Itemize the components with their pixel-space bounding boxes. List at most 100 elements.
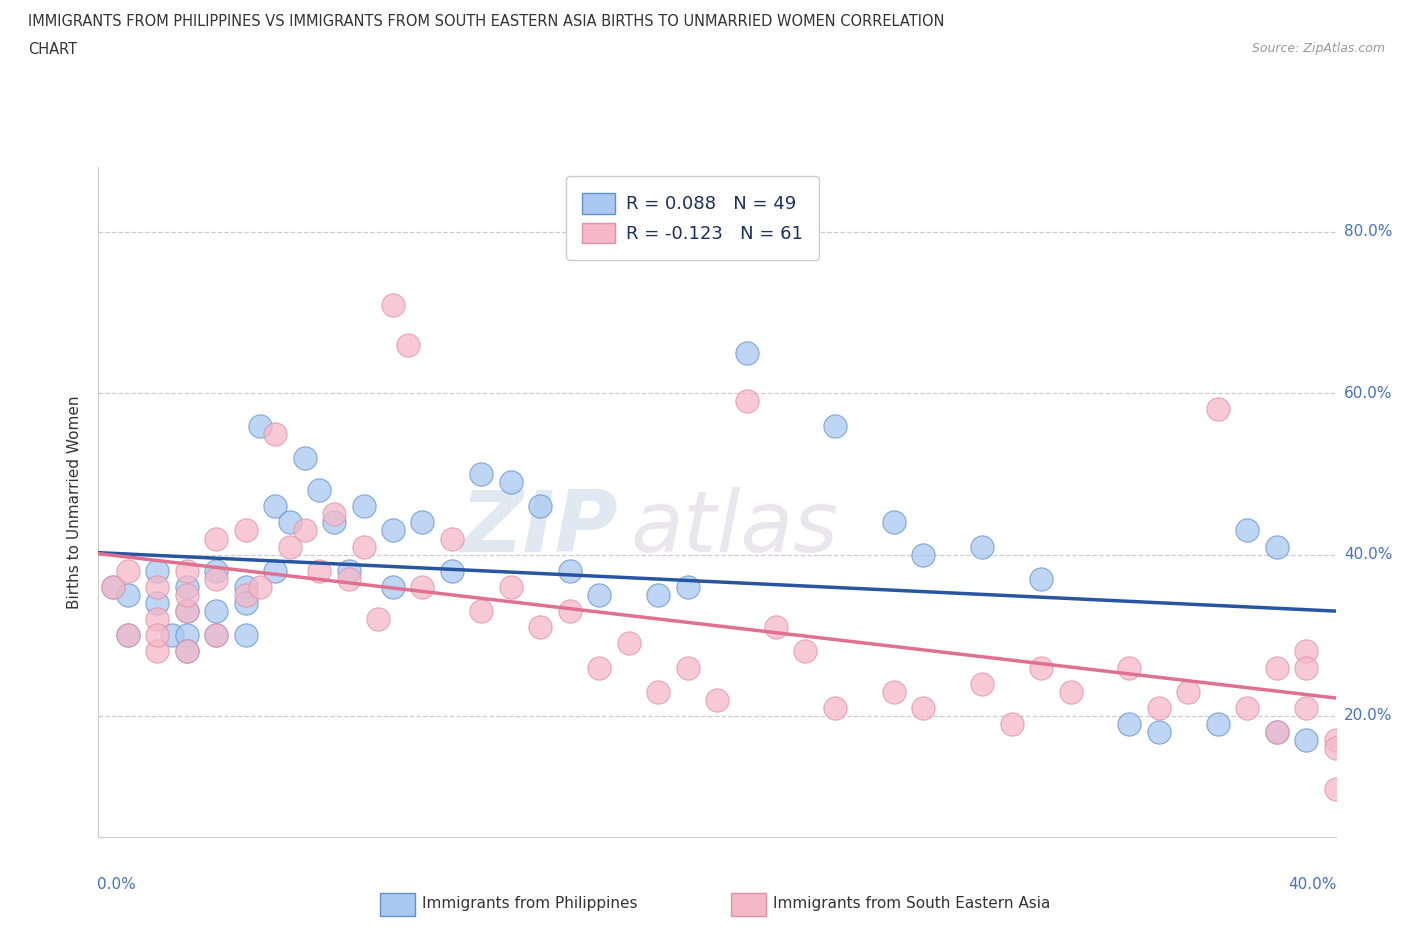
Point: [1265, 724, 1288, 739]
Point: [160, 628, 183, 643]
Point: [1295, 733, 1317, 748]
Point: [794, 644, 817, 658]
Text: Immigrants from Philippines: Immigrants from Philippines: [422, 896, 637, 910]
Text: 60.0%: 60.0%: [1344, 386, 1392, 401]
Point: [176, 588, 198, 603]
Point: [883, 515, 905, 530]
Point: [264, 426, 287, 441]
Point: [617, 636, 640, 651]
Point: [235, 579, 257, 594]
Point: [382, 579, 405, 594]
Point: [558, 604, 581, 618]
Point: [499, 579, 522, 594]
Point: [176, 604, 198, 618]
Point: [294, 523, 316, 538]
Point: [235, 628, 257, 643]
Point: [205, 628, 228, 643]
Point: [1206, 402, 1229, 417]
Point: [440, 564, 463, 578]
Point: [647, 588, 669, 603]
Point: [264, 498, 287, 513]
Point: [824, 418, 846, 433]
Point: [146, 564, 169, 578]
Point: [176, 604, 198, 618]
Point: [205, 628, 228, 643]
Point: [735, 346, 758, 361]
Y-axis label: Births to Unmarried Women: Births to Unmarried Women: [67, 395, 83, 609]
Point: [249, 579, 271, 594]
Point: [676, 579, 699, 594]
Point: [1147, 700, 1170, 715]
Point: [278, 539, 301, 554]
Point: [529, 619, 551, 634]
Point: [396, 338, 419, 352]
Point: [117, 564, 139, 578]
Point: [367, 612, 389, 627]
Point: [470, 467, 492, 482]
Point: [382, 523, 405, 538]
Point: [1236, 700, 1258, 715]
Point: [765, 619, 787, 634]
Point: [1295, 660, 1317, 675]
Point: [176, 579, 198, 594]
Point: [294, 450, 316, 465]
Text: 0.0%: 0.0%: [97, 877, 136, 892]
Point: [411, 579, 433, 594]
Point: [235, 523, 257, 538]
Point: [499, 474, 522, 489]
Point: [1059, 684, 1081, 699]
Point: [146, 579, 169, 594]
Point: [323, 507, 346, 522]
Point: [176, 628, 198, 643]
Point: [101, 579, 124, 594]
Point: [146, 595, 169, 610]
Point: [176, 564, 198, 578]
Point: [337, 564, 360, 578]
Point: [117, 588, 139, 603]
Point: [353, 498, 375, 513]
Point: [205, 571, 228, 586]
Point: [176, 644, 198, 658]
Point: [382, 297, 405, 312]
Point: [411, 515, 433, 530]
Point: [205, 531, 228, 546]
Text: atlas: atlas: [630, 487, 838, 570]
Text: Source: ZipAtlas.com: Source: ZipAtlas.com: [1251, 42, 1385, 55]
Point: [278, 515, 301, 530]
Point: [529, 498, 551, 513]
Point: [972, 539, 994, 554]
Point: [146, 612, 169, 627]
Point: [647, 684, 669, 699]
Point: [824, 700, 846, 715]
Point: [117, 628, 139, 643]
Point: [235, 595, 257, 610]
Point: [176, 644, 198, 658]
Point: [1001, 717, 1024, 732]
Point: [1324, 733, 1347, 748]
Point: [706, 693, 728, 708]
Point: [117, 628, 139, 643]
Text: Immigrants from South Eastern Asia: Immigrants from South Eastern Asia: [773, 896, 1050, 910]
Point: [353, 539, 375, 554]
Point: [883, 684, 905, 699]
Text: ZIP: ZIP: [460, 487, 619, 570]
Text: CHART: CHART: [28, 42, 77, 57]
Point: [735, 394, 758, 409]
Point: [588, 588, 610, 603]
Point: [912, 547, 935, 562]
Text: 40.0%: 40.0%: [1344, 547, 1392, 562]
Point: [308, 483, 330, 498]
Point: [912, 700, 935, 715]
Point: [1295, 700, 1317, 715]
Point: [101, 579, 124, 594]
Point: [1324, 741, 1347, 756]
Point: [337, 571, 360, 586]
Point: [1324, 781, 1347, 796]
Point: [323, 515, 346, 530]
Point: [1206, 717, 1229, 732]
Point: [676, 660, 699, 675]
Text: 80.0%: 80.0%: [1344, 224, 1392, 239]
Point: [146, 644, 169, 658]
Text: IMMIGRANTS FROM PHILIPPINES VS IMMIGRANTS FROM SOUTH EASTERN ASIA BIRTHS TO UNMA: IMMIGRANTS FROM PHILIPPINES VS IMMIGRANT…: [28, 14, 945, 29]
Point: [470, 604, 492, 618]
